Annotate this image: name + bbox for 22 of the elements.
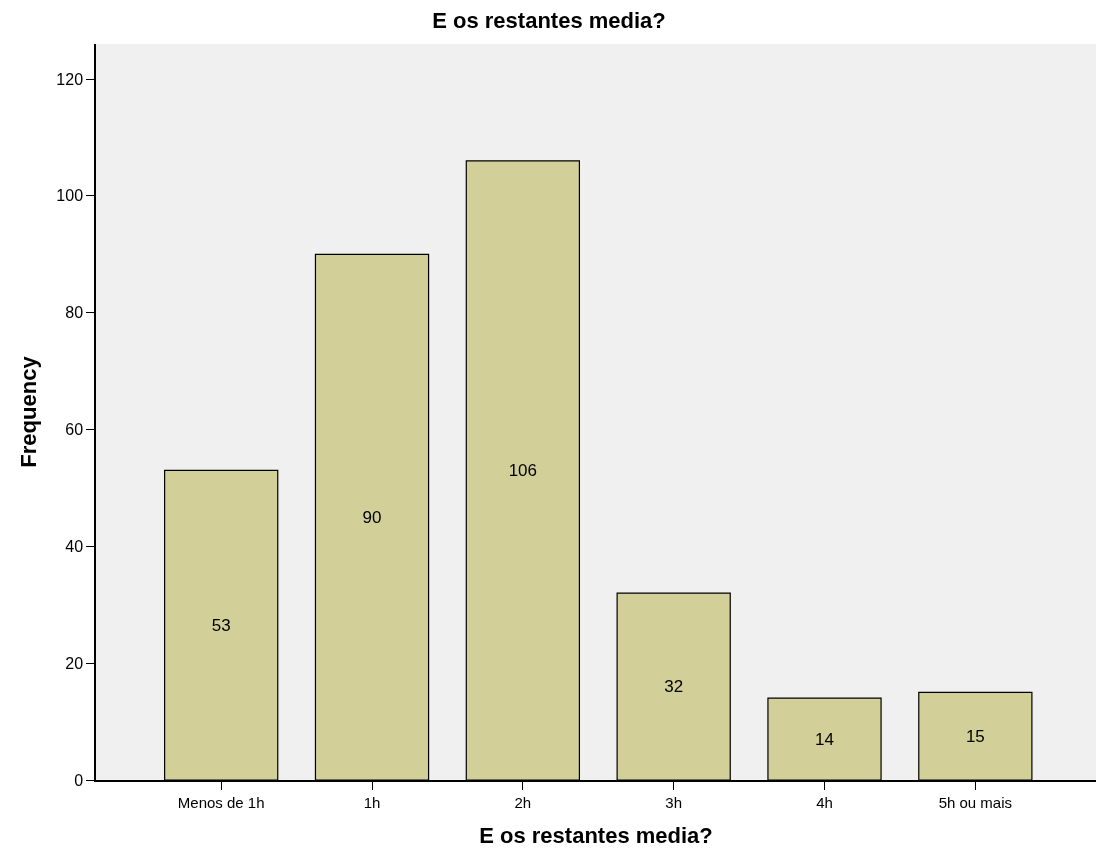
y-tick-label: 80 bbox=[65, 304, 84, 322]
x-tick-label: 2h bbox=[514, 793, 532, 811]
y-tick-label: 40 bbox=[65, 537, 84, 555]
data-label: 90 bbox=[362, 507, 382, 527]
y-tick-label: 120 bbox=[56, 70, 84, 88]
data-label: 15 bbox=[965, 726, 985, 746]
y-tick-label: 60 bbox=[65, 421, 84, 439]
data-label: 53 bbox=[211, 615, 231, 635]
data-label: 32 bbox=[664, 677, 684, 697]
y-axis-title: Frequency bbox=[15, 355, 41, 468]
x-tick-label: Menos de 1h bbox=[177, 793, 265, 811]
y-tick-label: 100 bbox=[56, 187, 84, 205]
chart-title: E os restantes media? bbox=[432, 8, 666, 34]
data-label: 106 bbox=[508, 460, 538, 480]
y-tick-label: 20 bbox=[65, 654, 84, 672]
x-tick-label: 1h bbox=[363, 793, 381, 811]
data-label: 14 bbox=[815, 729, 834, 749]
x-axis-title: E os restantes media? bbox=[479, 823, 713, 849]
x-tick-label: 5h ou mais bbox=[938, 793, 1013, 811]
y-tick-label: 0 bbox=[74, 771, 84, 789]
x-tick-label: 4h bbox=[816, 793, 833, 811]
x-tick-label: 3h bbox=[665, 793, 683, 811]
